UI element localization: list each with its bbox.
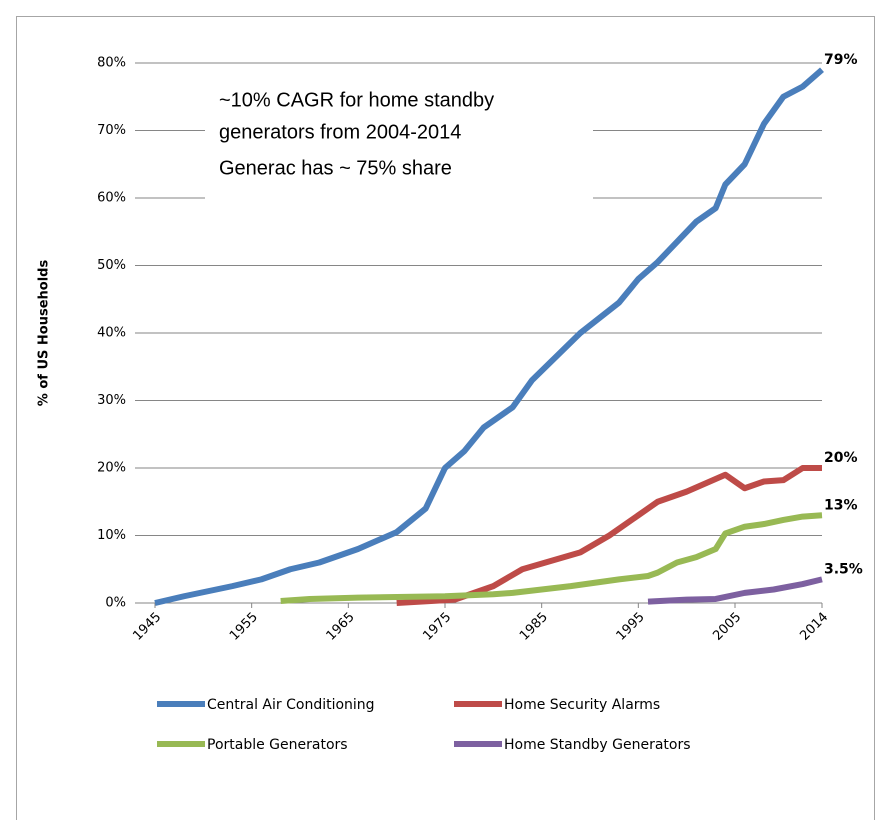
end-label: 79% [824,52,858,68]
y-tick-label: 40% [97,326,126,341]
y-tick-label: 70% [97,123,126,138]
y-tick-label: 30% [97,393,126,408]
end-label: 20% [824,450,858,466]
y-tick-label: 80% [97,56,126,71]
end-label: 13% [824,497,858,513]
series-line [396,465,822,606]
y-tick-label: 50% [97,258,126,273]
end-label: 3.5% [824,561,863,577]
legend-label: Central Air Conditioning [207,697,375,713]
annotation: ~10% CAGR for home standby [219,89,494,111]
series-line [280,512,823,604]
legend-label: Home Standby Generators [504,737,691,753]
y-tick-label: 10% [97,528,126,543]
series-line [647,576,823,605]
annotation: generators from 2004-2014 [219,121,461,143]
y-axis-label: % of US Households [37,260,52,407]
y-tick-label: 60% [97,191,126,206]
legend-label: Portable Generators [207,737,348,753]
y-tick-label: 0% [105,596,126,611]
series-line [154,67,824,606]
annotation: Generac has ~ 75% share [219,157,452,179]
annotation-box [205,72,593,220]
y-tick-label: 20% [97,461,126,476]
legend-label: Home Security Alarms [504,697,660,713]
